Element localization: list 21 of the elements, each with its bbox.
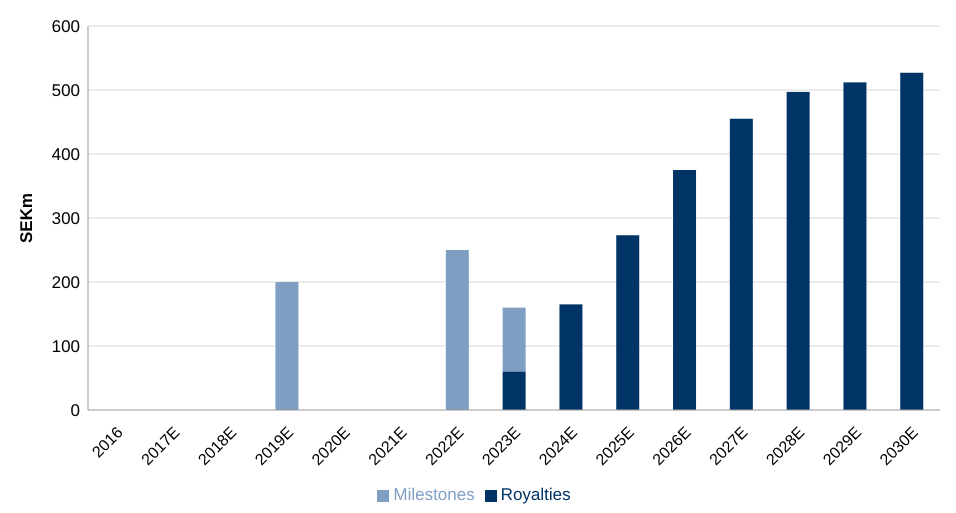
bar [843, 82, 866, 410]
bar [730, 118, 753, 410]
bar [616, 235, 640, 410]
legend-label: Royalties [500, 485, 571, 504]
bar [446, 250, 469, 410]
y-tick-label: 100 [52, 337, 80, 356]
y-tick-label: 0 [70, 401, 80, 420]
bar [786, 92, 810, 410]
y-tick-label: 400 [52, 145, 80, 164]
y-axis-title: SEKm [17, 192, 36, 244]
y-tick-label: 200 [52, 273, 80, 292]
bar [559, 304, 582, 410]
y-tick-label: 300 [52, 209, 80, 228]
bar [502, 372, 526, 410]
bar [275, 282, 298, 410]
bar [900, 72, 924, 410]
y-tick-label: 500 [52, 81, 80, 100]
bar [502, 308, 526, 372]
y-tick-label: 600 [52, 17, 80, 36]
bar [673, 170, 696, 410]
legend-label: Milestones [393, 485, 475, 504]
